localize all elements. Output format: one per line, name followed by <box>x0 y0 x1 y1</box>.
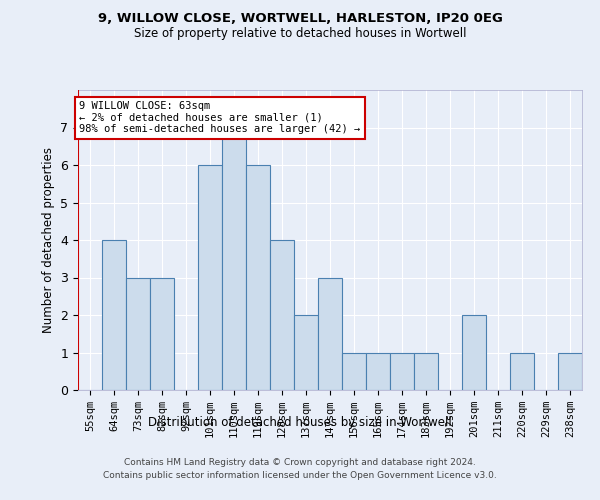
Bar <box>222 128 246 390</box>
Bar <box>558 352 582 390</box>
Text: Contains public sector information licensed under the Open Government Licence v3: Contains public sector information licen… <box>103 472 497 480</box>
Bar <box>390 352 414 390</box>
Bar <box>294 315 318 390</box>
Bar <box>246 165 270 390</box>
Text: Size of property relative to detached houses in Wortwell: Size of property relative to detached ho… <box>134 28 466 40</box>
Bar <box>150 278 174 390</box>
Bar <box>414 352 438 390</box>
Text: 9 WILLOW CLOSE: 63sqm
← 2% of detached houses are smaller (1)
98% of semi-detach: 9 WILLOW CLOSE: 63sqm ← 2% of detached h… <box>79 101 361 134</box>
Bar <box>462 315 486 390</box>
Bar <box>318 278 342 390</box>
Bar <box>342 352 366 390</box>
Bar <box>198 165 222 390</box>
Bar <box>270 240 294 390</box>
Bar <box>102 240 126 390</box>
Bar <box>366 352 390 390</box>
Text: Contains HM Land Registry data © Crown copyright and database right 2024.: Contains HM Land Registry data © Crown c… <box>124 458 476 467</box>
Bar <box>126 278 150 390</box>
Bar <box>510 352 534 390</box>
Y-axis label: Number of detached properties: Number of detached properties <box>42 147 55 333</box>
Text: 9, WILLOW CLOSE, WORTWELL, HARLESTON, IP20 0EG: 9, WILLOW CLOSE, WORTWELL, HARLESTON, IP… <box>98 12 502 26</box>
Text: Distribution of detached houses by size in Wortwell: Distribution of detached houses by size … <box>148 416 452 429</box>
